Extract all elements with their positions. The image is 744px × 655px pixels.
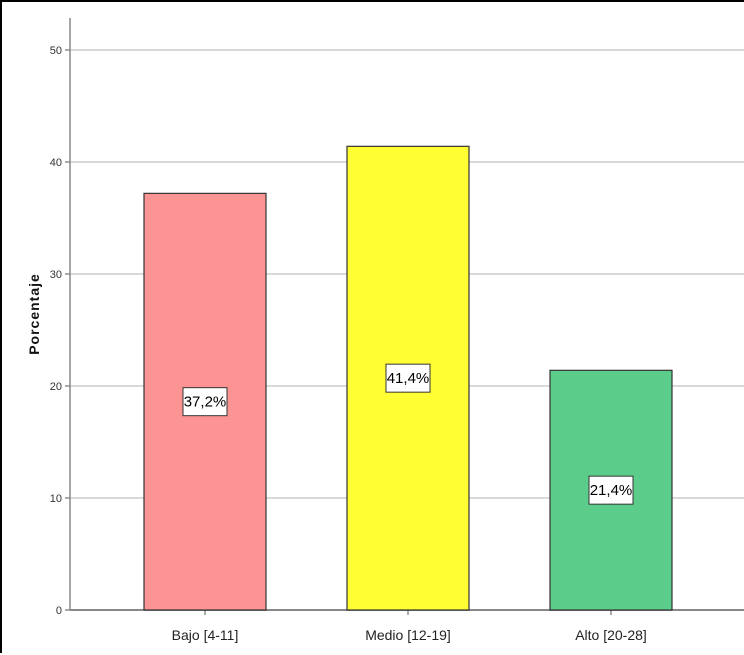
y-tick-label-20: 20 (50, 381, 62, 393)
data-label-2: 41,4% (387, 370, 430, 387)
x-tick-label-3: Alto [20-28] (575, 627, 647, 643)
data-label-box-3 (588, 475, 634, 505)
y-tick-label-50: 50 (50, 45, 62, 57)
y-axis-title: Porcentaje (26, 273, 42, 355)
data-label-box-1 (182, 387, 228, 417)
bars (143, 145, 673, 611)
data-labels: 37,2% 41,4% 21,4% (182, 363, 634, 505)
y-tick-label-10: 10 (50, 493, 62, 505)
data-label-box-2 (385, 363, 431, 393)
y-tick-label-0: 0 (56, 605, 62, 617)
x-tick-label-2: Medio [12-19] (365, 627, 451, 643)
y-tick-label-30: 30 (50, 269, 62, 281)
x-tick-label-1: Bajo [4-11] (172, 627, 239, 643)
y-tick-label-40: 40 (50, 157, 62, 169)
data-label-3: 21,4% (590, 482, 633, 499)
data-label-1: 37,2% (184, 394, 227, 411)
